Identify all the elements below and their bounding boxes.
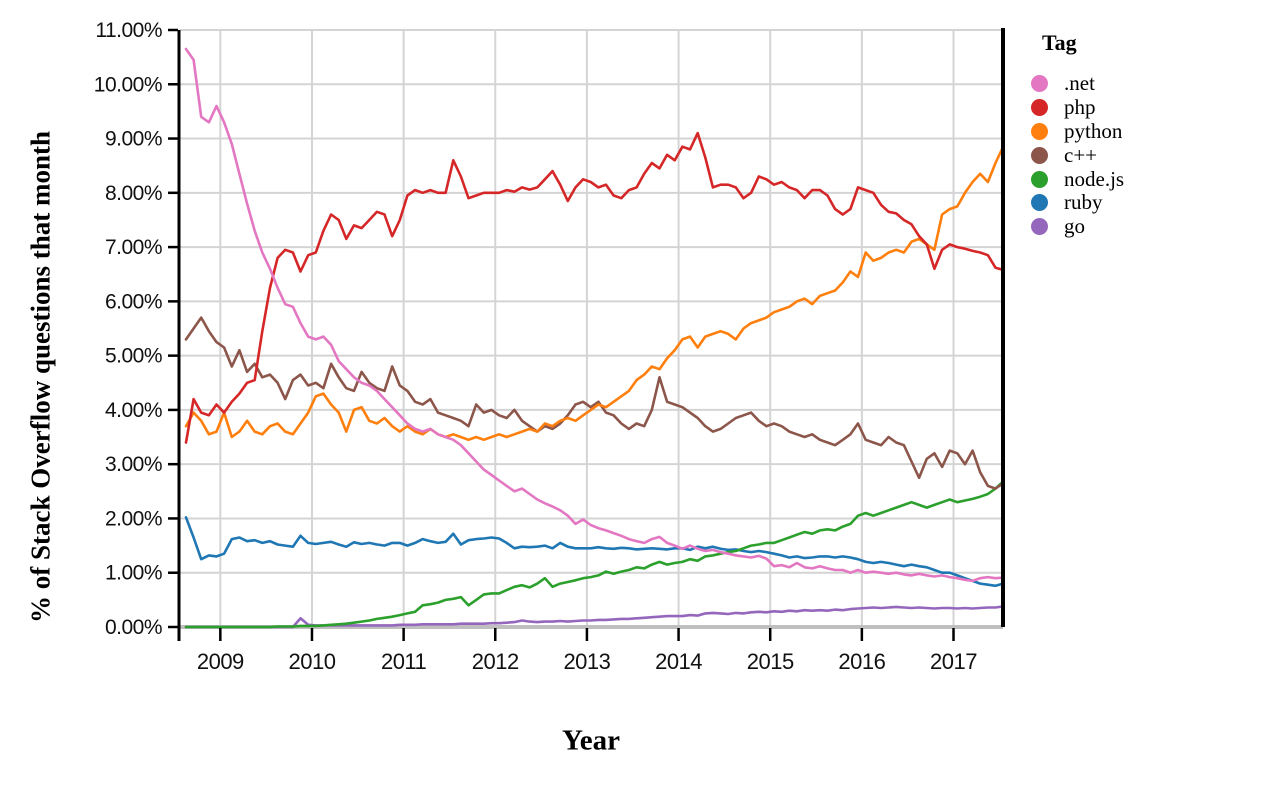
y-tick-label: 4.00% (105, 399, 162, 422)
y-tick-label: 11.00% (95, 19, 162, 42)
y-tick-label: 6.00% (105, 290, 162, 313)
legend-swatch-icon (1031, 99, 1048, 117)
y-tick-label: 7.00% (105, 236, 162, 259)
legend-label: python (1064, 119, 1123, 143)
y-tick-label: 2.00% (105, 507, 162, 530)
series-line-node.js (184, 480, 1005, 629)
legend: Tag .net php python c++ node.js ruby go (1030, 30, 1124, 239)
legend-item-ruby: ruby (1030, 190, 1124, 215)
legend-item-go: go (1030, 214, 1124, 239)
legend-label: .net (1064, 71, 1095, 96)
series-line-python (184, 145, 1005, 442)
legend-item-node.js: node.js (1030, 167, 1124, 191)
legend-item-python: python (1030, 119, 1124, 144)
x-tick-label: 2016 (838, 649, 885, 674)
x-axis-title: Year (562, 724, 620, 757)
legend-label: ruby (1064, 190, 1103, 215)
legend-label: node.js (1064, 166, 1125, 191)
legend-swatch-icon (1031, 170, 1048, 188)
legend-swatch-icon (1031, 75, 1048, 93)
legend-title: Tag (1042, 30, 1077, 55)
x-tick-label: 2009 (197, 649, 244, 674)
y-tick-label: 9.00% (105, 128, 162, 151)
series-line-go (184, 605, 1005, 629)
legend-item-.net: .net (1030, 71, 1124, 96)
x-tick-label: 2013 (563, 649, 610, 674)
legend-label: go (1064, 214, 1085, 239)
y-tick-label: 1.00% (105, 562, 162, 585)
gridlines (180, 29, 1003, 627)
legend-items: .net php python c++ node.js ruby go (1030, 71, 1124, 239)
legend-label: c++ (1064, 142, 1098, 167)
y-axis-title: % of Stack Overflow questions that month (25, 130, 56, 624)
x-tick-label: 2012 (472, 649, 519, 674)
y-tick-label: 5.00% (105, 345, 162, 368)
legend-swatch-icon (1031, 194, 1048, 212)
x-tick-label: 2010 (288, 649, 335, 674)
series-line-c++ (184, 316, 1005, 490)
legend-item-php: php (1030, 95, 1124, 120)
axis-ticks (168, 28, 955, 641)
x-tick-label: 2011 (381, 649, 427, 674)
x-tick-label: 2015 (747, 649, 794, 674)
legend-swatch-icon (1031, 146, 1048, 164)
series-lines (184, 47, 1005, 629)
legend-item-c++: c++ (1030, 143, 1124, 167)
y-tick-label: 8.00% (105, 182, 162, 205)
series-line-.net (184, 47, 1005, 583)
y-tick-label: 10.00% (94, 73, 162, 96)
series-line-ruby (184, 516, 1005, 588)
legend-swatch-icon (1031, 122, 1048, 140)
x-tick-label: 2014 (655, 649, 702, 674)
series-line-php (184, 131, 1005, 444)
x-tick-label: 2017 (930, 649, 977, 674)
y-tick-label: 0.00% (105, 616, 162, 639)
y-tick-label: 3.00% (105, 453, 162, 476)
legend-label: php (1064, 95, 1096, 120)
legend-swatch-icon (1031, 218, 1048, 236)
